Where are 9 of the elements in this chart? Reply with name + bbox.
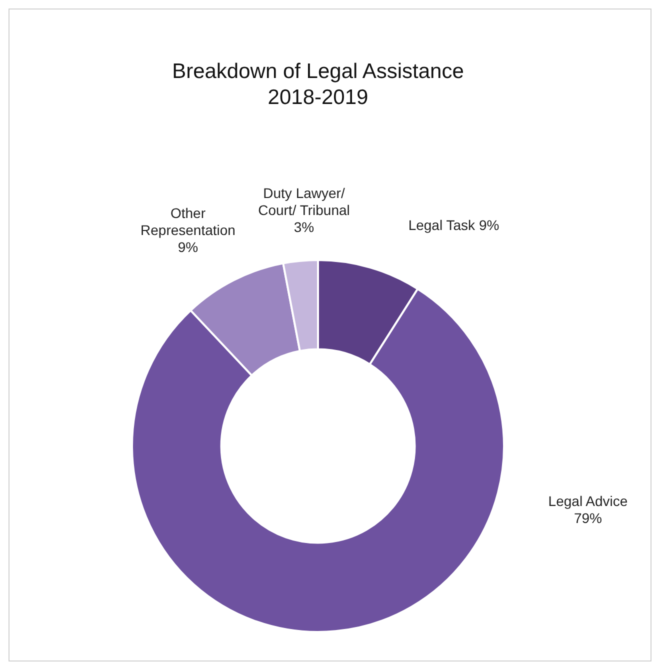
data-label: 79% [574, 510, 602, 526]
data-label: 9% [479, 217, 500, 233]
slice-label: Duty Lawyer/ Court/ Tribunal [258, 185, 350, 218]
slice-label: Legal Task [408, 217, 476, 233]
chart-title: Breakdown of Legal Assistance 2018-2019 [172, 60, 464, 109]
data-label: 3% [294, 219, 314, 235]
slice-label: Legal Advice [548, 493, 628, 509]
data-label: 9% [178, 239, 198, 255]
slice-label: Other Representation [140, 205, 236, 238]
